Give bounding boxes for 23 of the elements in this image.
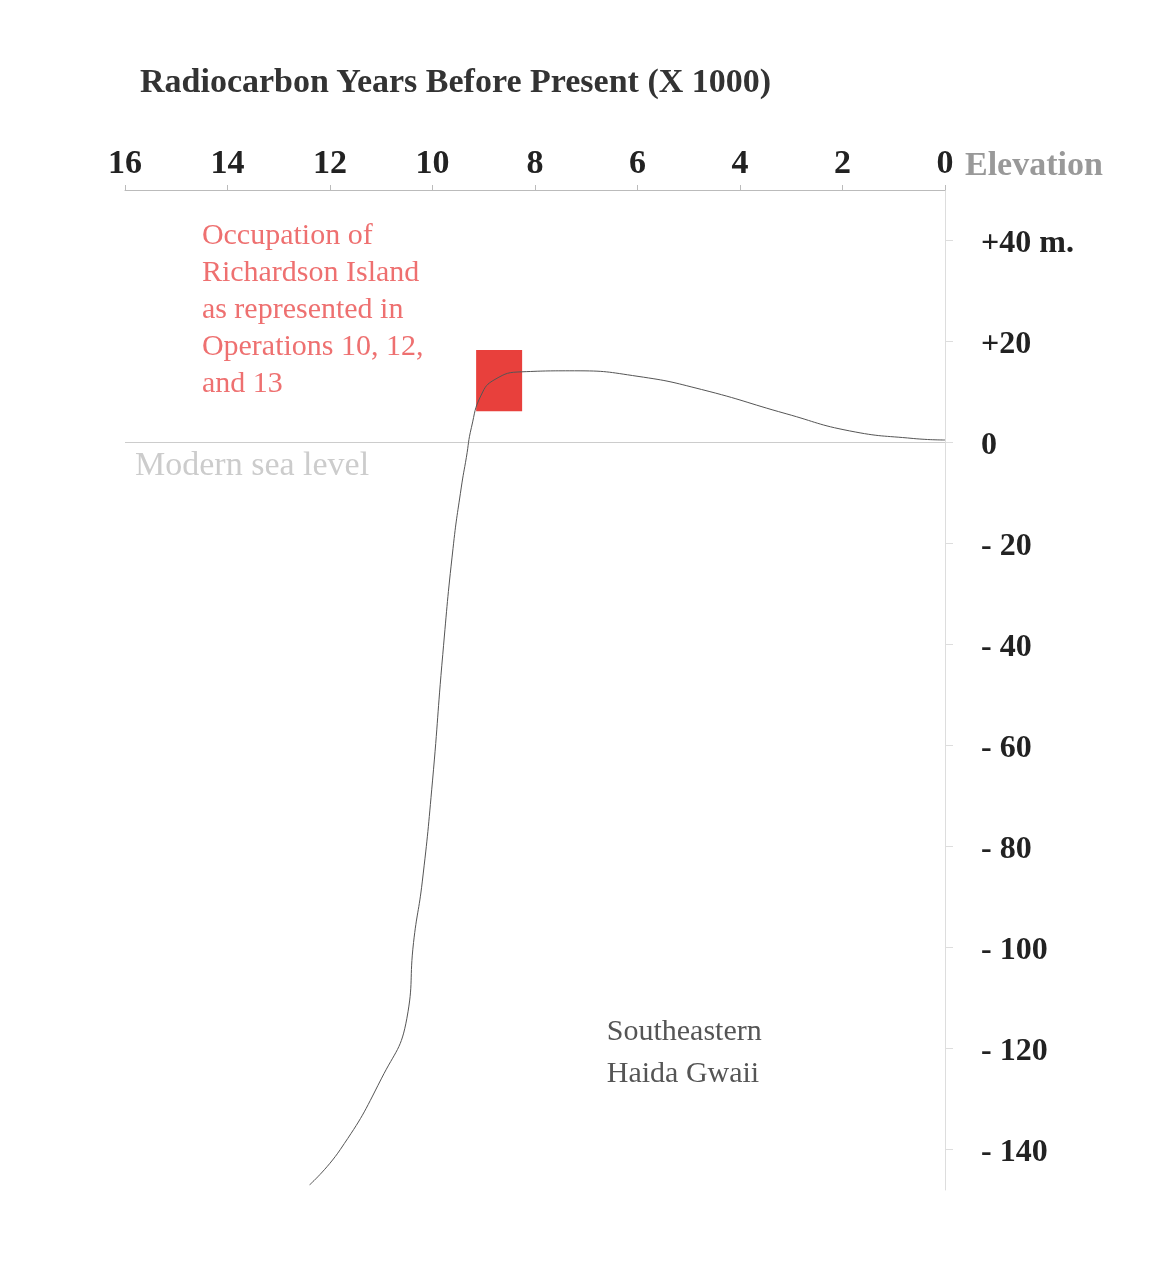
x-tick-label: 4 bbox=[731, 142, 749, 180]
y-tick-label: - 60 bbox=[981, 727, 1032, 764]
x-tick-label: 14 bbox=[210, 142, 245, 180]
y-tick-label: - 100 bbox=[981, 929, 1048, 966]
y-tick-label: +20 bbox=[981, 323, 1032, 360]
y-tick-label: - 20 bbox=[981, 525, 1032, 562]
y-tick-label: 0 bbox=[981, 424, 997, 461]
x-tick-label: 0 bbox=[936, 142, 954, 180]
x-tick-label: 2 bbox=[834, 142, 851, 180]
text: Southeastern Haida Gwaii bbox=[606, 1012, 762, 1088]
y-tick-label: +40 m. bbox=[981, 222, 1074, 259]
y-axis-title: Elevation bbox=[965, 144, 1103, 182]
series-label: Occupation of Richardson Island as represented in Operations 10, 12, and 13 bbox=[201, 217, 424, 399]
x-tick-label: 16 bbox=[108, 142, 142, 180]
x-tick-label: 8 bbox=[526, 142, 544, 180]
x-tick-label: 6 bbox=[629, 142, 646, 180]
y-tick-label: - 120 bbox=[981, 1030, 1048, 1067]
x-axis-title: Radiocarbon Years Before Present (X 1000) bbox=[140, 61, 772, 100]
x-tick-label: 10 bbox=[415, 142, 450, 180]
x-tick-label: 12 bbox=[313, 142, 347, 180]
y-tick-label: - 80 bbox=[981, 828, 1032, 865]
y-tick-label: - 40 bbox=[981, 626, 1032, 663]
y-tick-label: - 140 bbox=[981, 1131, 1048, 1168]
